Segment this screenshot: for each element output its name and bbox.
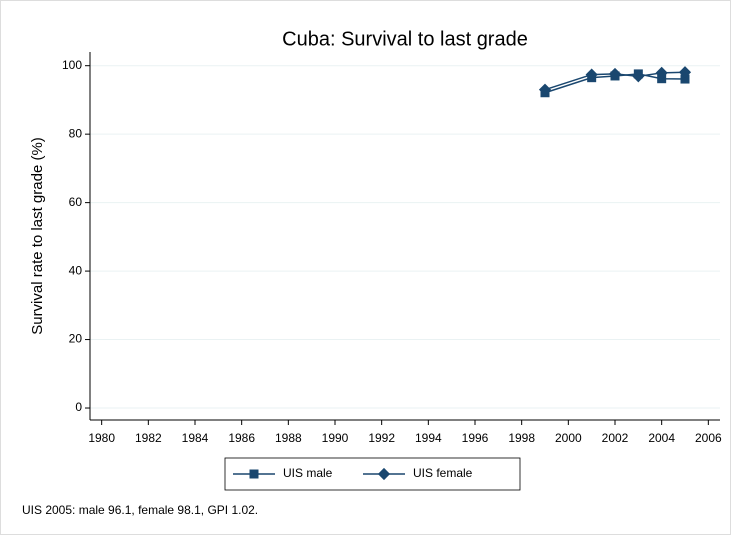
marker [632, 70, 645, 83]
x-tick-label: 1992 [368, 431, 395, 445]
legend-label: UIS male [283, 466, 333, 480]
x-tick-label: 1984 [182, 431, 209, 445]
y-tick-label: 100 [62, 58, 82, 72]
x-tick-label: 1994 [415, 431, 442, 445]
marker [585, 68, 598, 81]
marker [678, 66, 692, 79]
y-axis-label: Survival rate to last grade (%) [29, 137, 46, 335]
x-tick-label: 1986 [228, 431, 255, 445]
chart-title: Cuba: Survival to last grade [282, 28, 528, 50]
x-tick-label: 1990 [322, 431, 349, 445]
x-tick-label: 1998 [508, 431, 535, 445]
marker [680, 74, 690, 84]
y-tick-label: 0 [75, 400, 82, 414]
legend-label: UIS female [413, 466, 473, 480]
marker [377, 467, 391, 481]
x-tick-label: 1980 [88, 431, 115, 445]
y-tick-label: 80 [69, 126, 83, 140]
x-tick-label: 1982 [135, 431, 162, 445]
marker [655, 66, 668, 79]
marker [608, 67, 622, 80]
x-tick-label: 2000 [555, 431, 582, 445]
note: UIS 2005: male 96.1, female 98.1, GPI 1.… [22, 503, 258, 517]
marker [538, 83, 552, 96]
x-tick-label: 1996 [462, 431, 489, 445]
y-tick-label: 20 [69, 332, 83, 346]
x-tick-label: 2004 [648, 431, 675, 445]
x-tick-label: 1988 [275, 431, 302, 445]
marker [249, 469, 259, 479]
y-tick-label: 40 [69, 263, 83, 277]
x-tick-label: 2002 [602, 431, 629, 445]
x-tick-label: 2006 [695, 431, 722, 445]
y-tick-label: 60 [69, 195, 83, 209]
